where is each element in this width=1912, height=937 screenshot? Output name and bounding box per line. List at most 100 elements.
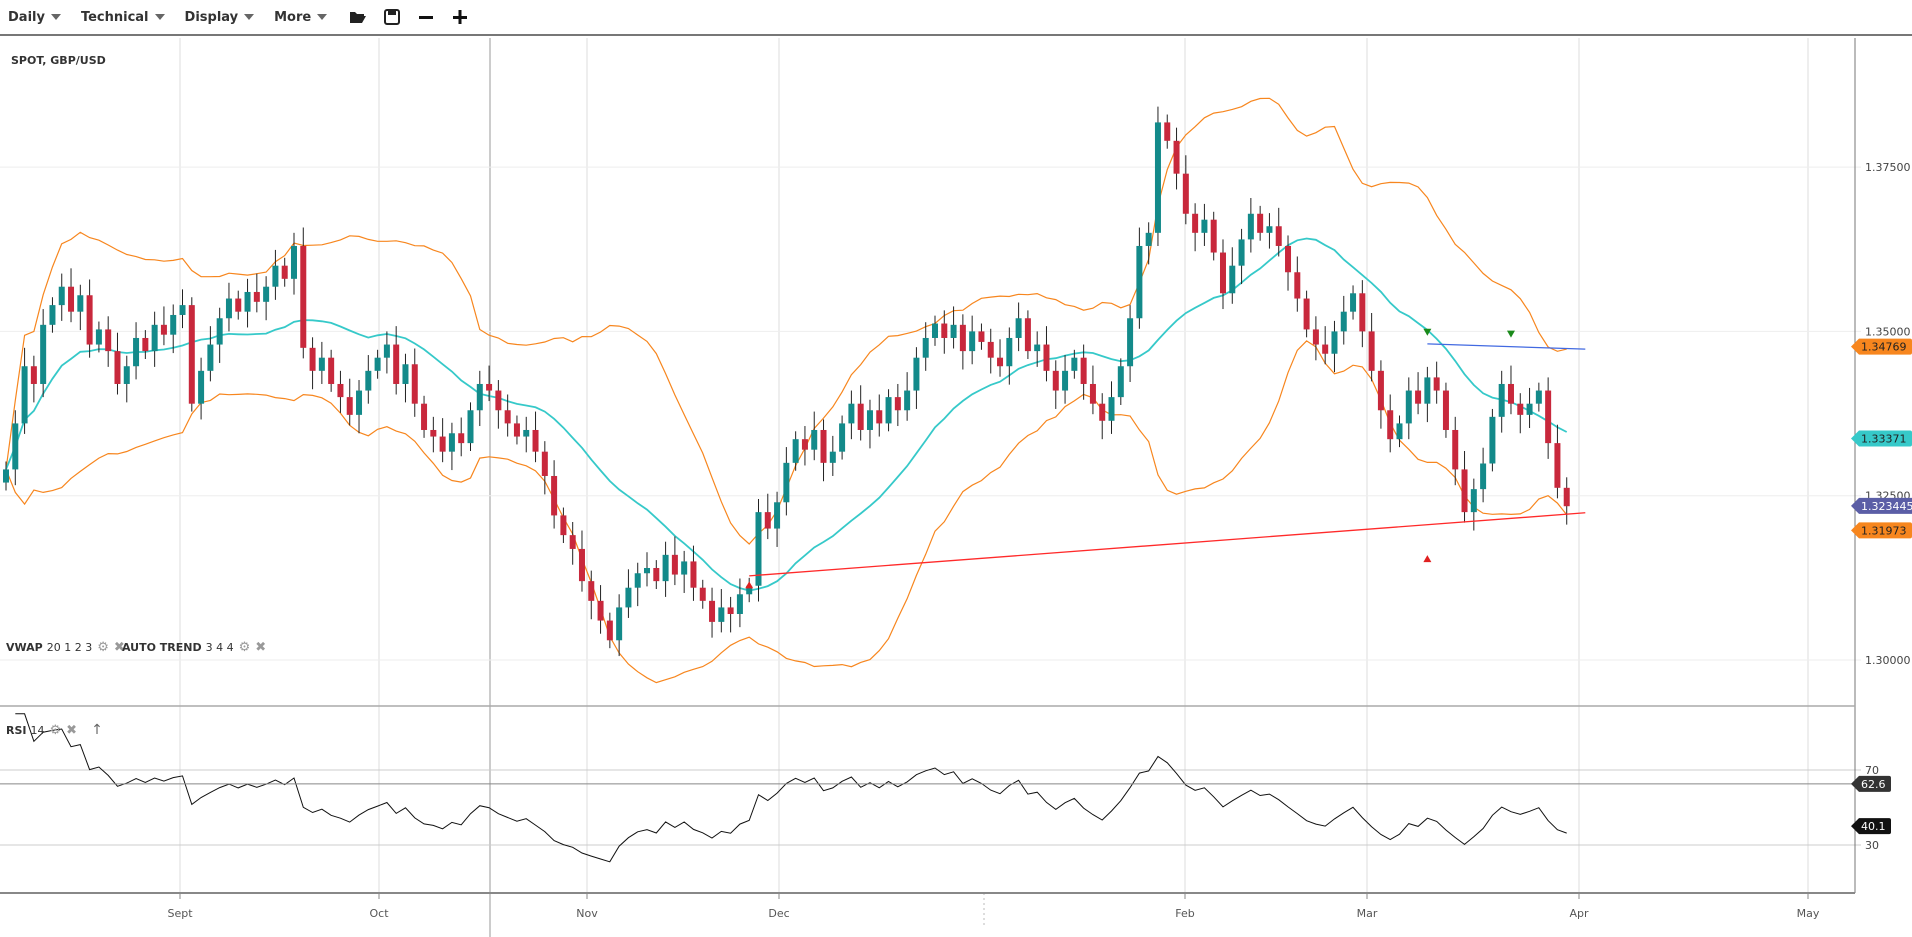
candle (904, 372, 911, 421)
triangle-up-icon (745, 581, 754, 589)
candle-body (1554, 443, 1561, 488)
candle (1015, 302, 1022, 352)
candle-body (495, 390, 502, 411)
menu-technical[interactable]: Technical (81, 10, 165, 25)
candle-body (625, 587, 632, 608)
candle (151, 311, 158, 367)
candle (913, 347, 920, 409)
candle (1229, 247, 1236, 304)
candle-body (885, 397, 892, 424)
candle (1145, 222, 1152, 265)
candle-body (207, 344, 214, 371)
candle-body (1322, 344, 1329, 354)
candle (616, 594, 623, 657)
candle-body (1201, 219, 1208, 233)
close-icon[interactable]: ✖ (255, 640, 267, 655)
candle (876, 394, 883, 437)
candle-body (1182, 173, 1189, 214)
zoom-out-icon[interactable] (415, 6, 437, 28)
candle (1257, 205, 1264, 241)
candle-body (597, 600, 604, 621)
candle (393, 326, 400, 395)
candle (941, 310, 948, 354)
candle-body (1266, 226, 1273, 233)
lower-band-line (5, 340, 1568, 684)
candle (1006, 327, 1013, 385)
candle (820, 419, 827, 482)
price-label: 1.323445 (1861, 500, 1912, 513)
candle-body (894, 397, 901, 411)
candle-body (941, 323, 948, 338)
symbol-label: SPOT, GBP/USD (11, 54, 106, 67)
candle (1424, 366, 1431, 423)
candle-body (1424, 377, 1431, 404)
zoom-in-icon[interactable] (449, 6, 471, 28)
menu-more[interactable]: More (274, 10, 328, 25)
candle (207, 326, 214, 382)
close-icon[interactable]: ✖ (66, 722, 78, 738)
candle-body (86, 295, 93, 345)
candle-body (978, 331, 985, 342)
gear-icon[interactable]: ⚙ (238, 640, 251, 655)
gear-icon[interactable]: ⚙ (49, 722, 62, 738)
candle (671, 536, 678, 586)
candle (1507, 365, 1514, 415)
candle-body (244, 291, 251, 312)
time-tick-label: Apr (1569, 907, 1589, 920)
candle-body (1219, 252, 1226, 294)
candle-body (783, 462, 790, 503)
price-label-tag (1851, 497, 1912, 514)
candle (690, 545, 697, 601)
candle (1470, 478, 1477, 531)
candle-body (123, 366, 130, 384)
menu-display[interactable]: Display (185, 10, 255, 25)
candle (1247, 197, 1254, 253)
candle (792, 431, 799, 471)
candle-body (560, 515, 567, 536)
candle-body (1285, 245, 1292, 273)
candle (1219, 239, 1226, 310)
candle (1489, 408, 1496, 472)
auto-trend-name: AUTO TREND (122, 641, 202, 654)
candle (40, 309, 47, 398)
candle (1350, 285, 1357, 320)
candle (1266, 213, 1273, 249)
candle (272, 249, 279, 300)
candle (1461, 451, 1468, 523)
close-icon[interactable]: ✖ (113, 640, 125, 655)
caret-down-icon (50, 14, 61, 20)
arrow-up-icon[interactable]: ↑ (91, 722, 103, 738)
candle (58, 273, 65, 321)
candle (1312, 316, 1319, 361)
candle-body (513, 423, 520, 437)
candle-body (1442, 390, 1449, 430)
menu-daily[interactable]: Daily (8, 10, 61, 25)
candle-body (300, 245, 307, 348)
candle-body (1080, 357, 1087, 384)
folder-open-icon[interactable] (347, 6, 369, 28)
candle (709, 587, 716, 638)
candle (337, 370, 344, 413)
candle-body (829, 451, 836, 463)
candle (1080, 344, 1087, 400)
candle-body (866, 410, 873, 430)
candle (1331, 320, 1338, 373)
candle (402, 353, 409, 403)
candle-body (411, 364, 418, 404)
candle-body (393, 344, 400, 384)
save-icon[interactable] (381, 6, 403, 28)
candle-body (774, 502, 781, 529)
candle-body (1350, 293, 1357, 312)
candle-body (1108, 397, 1115, 421)
candle (801, 426, 808, 466)
gear-icon[interactable]: ⚙ (97, 640, 109, 655)
candle (681, 550, 688, 593)
candle (634, 562, 641, 607)
price-label-tag (1851, 430, 1912, 447)
candle-body (1563, 487, 1570, 507)
candle (1545, 377, 1552, 459)
candle (77, 284, 84, 331)
candle (978, 323, 985, 350)
candle-body (523, 429, 530, 437)
